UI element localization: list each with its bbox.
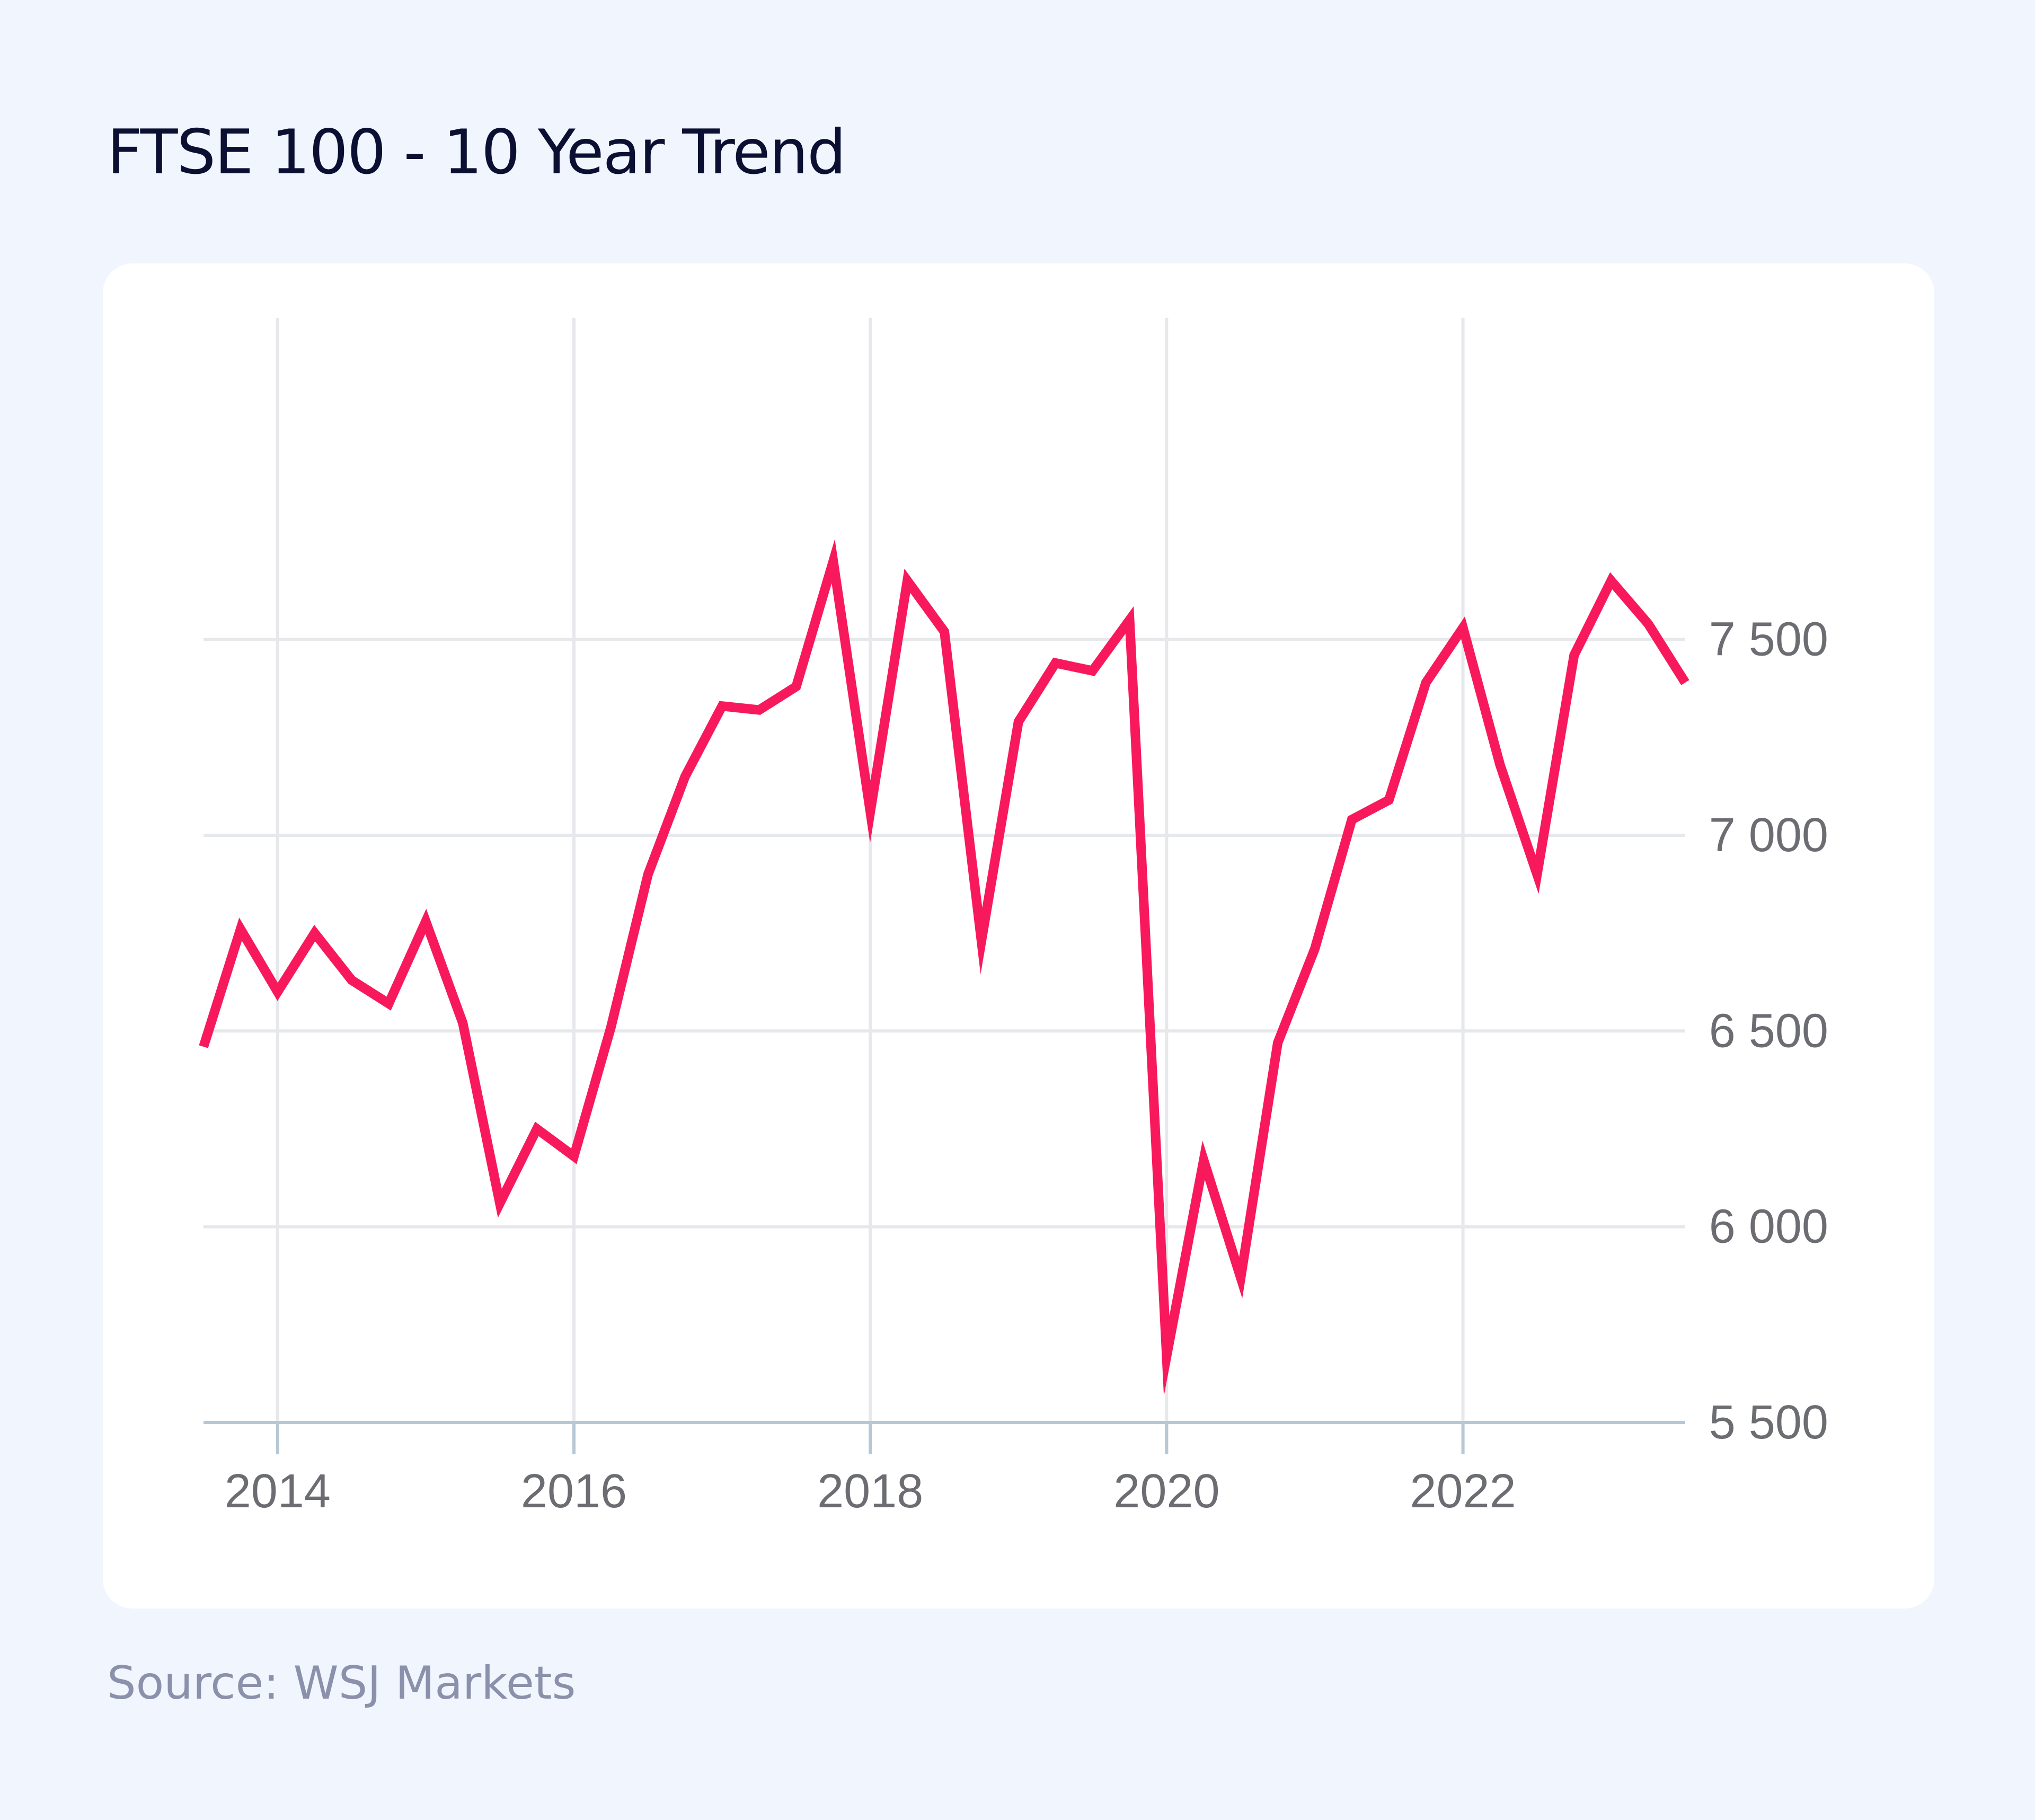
y-tick-label: 5 500 [1709,1396,1828,1449]
x-tick-label: 2018 [817,1465,923,1518]
y-tick-label: 7 500 [1709,613,1828,666]
grid-lines [204,318,1685,1423]
x-axis [204,1423,1685,1454]
source-note: Source: WSJ Markets [107,1657,576,1710]
y-tick-label: 7 000 [1709,809,1828,862]
y-tick-label: 6 500 [1709,1004,1828,1057]
tick-labels: 5 500 6 000 6 500 7 000 7 500 2014 2016 2018 202… [225,613,1828,1518]
y-tick-label: 6 000 [1709,1200,1828,1253]
x-tick-label: 2022 [1410,1465,1516,1518]
x-tick-label: 2020 [1113,1465,1219,1518]
x-tick-label: 2014 [225,1465,331,1518]
x-tick-label: 2016 [521,1465,627,1518]
